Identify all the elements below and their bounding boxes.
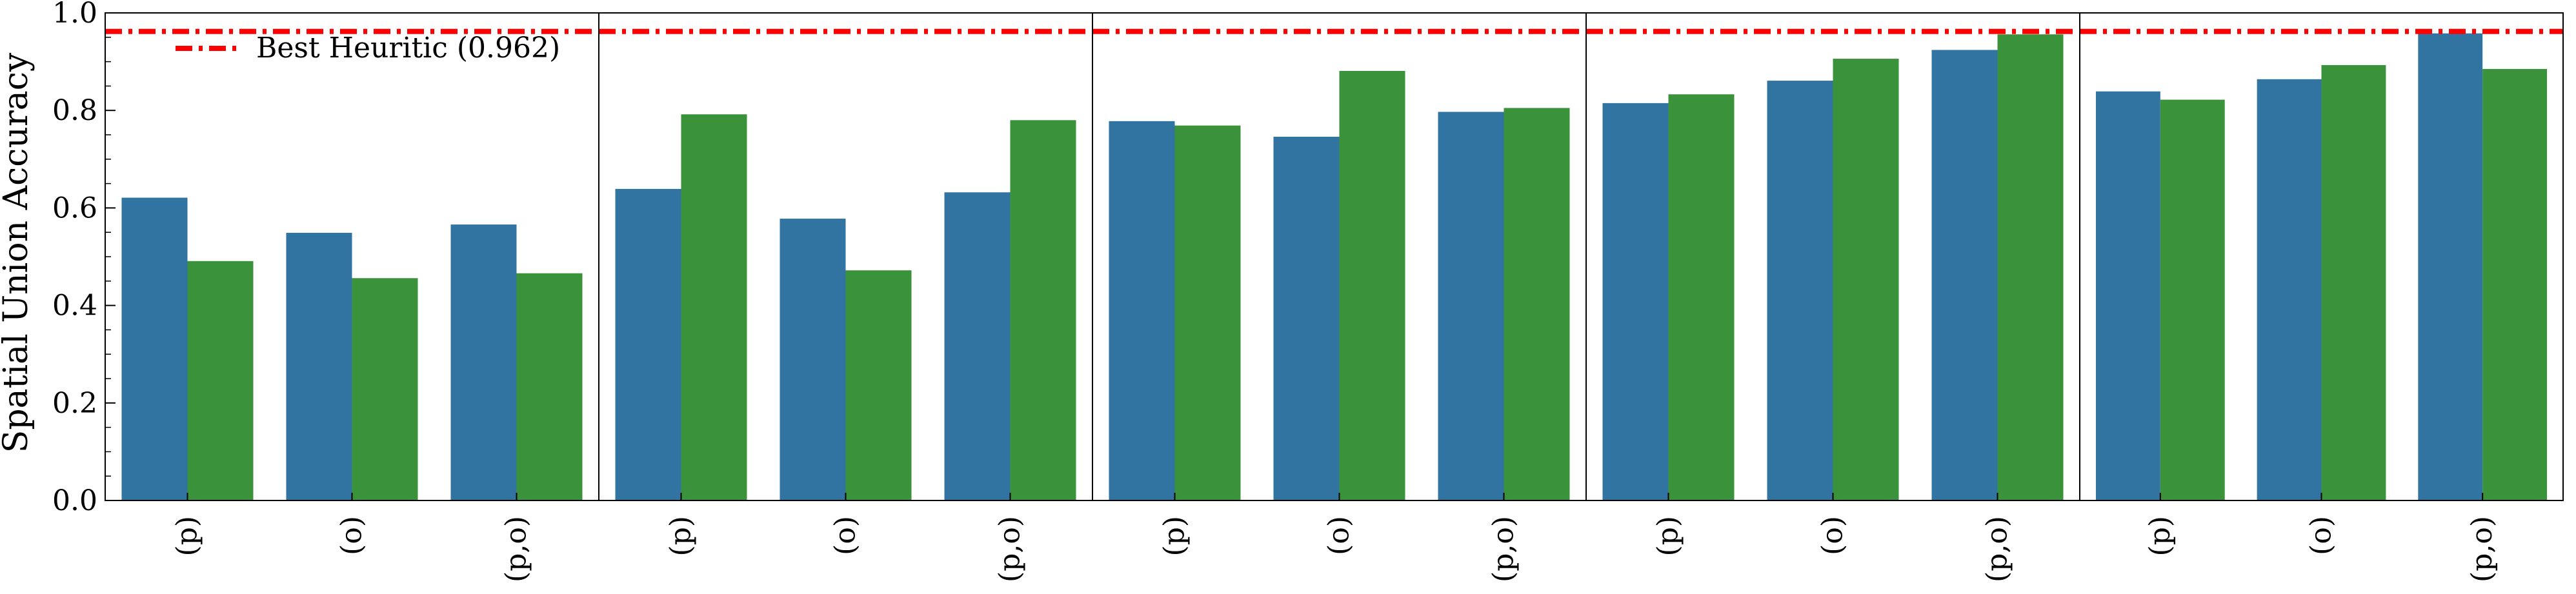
bar-panel3-po-s1 (1438, 112, 1504, 500)
bar-panel1-po-s1 (450, 224, 517, 500)
bar-panel2-po-s2 (1010, 120, 1076, 500)
x-tick-label: (p) (1652, 516, 1685, 557)
x-tick-label: (p) (665, 516, 698, 557)
bar-panel5-p-s2 (2160, 99, 2225, 500)
panel-4: (p) (o) (p,o) (1585, 12, 2080, 582)
x-tick-label: (p,o) (1981, 516, 2014, 582)
bar-panel2-p-s2 (681, 114, 747, 501)
bar-panel5-po-s2 (2482, 68, 2548, 500)
panel-2: (p) (o) (p,o) (598, 12, 1093, 582)
bar-panel1-p-s2 (187, 261, 254, 500)
panel-5: (p) (o) (p,o) (2079, 12, 2564, 582)
legend: Best Heuritic (0.962) (176, 32, 560, 64)
y-tick-label: 1.0 (52, 0, 97, 30)
panel-3: (p) (o) (p,o) (1092, 12, 1587, 582)
x-tick-label: (o) (336, 516, 368, 555)
y-tick-label: 0.2 (52, 387, 97, 420)
bar-panel4-o-s1 (1767, 81, 1833, 501)
bar-panel5-p-s1 (2095, 91, 2160, 500)
x-tick-label: (p,o) (500, 516, 533, 582)
bar-panel3-po-s2 (1504, 108, 1570, 501)
x-tick-label: (o) (829, 516, 862, 555)
x-tick-label: (o) (1323, 516, 1356, 555)
y-tick-label: 0.0 (52, 484, 97, 517)
bar-panel3-p-s2 (1174, 125, 1241, 501)
x-tick-label: (o) (2305, 516, 2338, 555)
panel-1: (p) (o) (p,o) (105, 12, 599, 582)
bar-panel2-o-s2 (845, 270, 912, 500)
bar-panel4-p-s2 (1668, 94, 1735, 500)
bar-panel5-o-s2 (2321, 64, 2386, 501)
y-tick-label: 0.6 (52, 192, 97, 224)
bar-panel3-o-s2 (1339, 70, 1405, 501)
bar-panel2-o-s1 (780, 219, 846, 500)
bar-panel5-po-s1 (2418, 33, 2483, 500)
x-tick-label: (p) (171, 516, 204, 557)
bar-panel1-o-s1 (286, 232, 352, 500)
x-tick-label: (p) (1158, 516, 1191, 557)
bar-panel2-po-s1 (944, 192, 1011, 500)
bar-panel2-p-s1 (615, 188, 681, 500)
panel-frame (2079, 12, 2564, 501)
bar-panel4-p-s1 (1602, 103, 1669, 501)
x-tick-label: (p,o) (2466, 516, 2499, 582)
bar-panel1-p-s1 (121, 197, 188, 500)
bar-panel3-o-s1 (1273, 137, 1340, 501)
bar-panel5-o-s1 (2257, 79, 2322, 501)
y-tick-label: 0.4 (52, 290, 97, 322)
bar-panel1-po-s2 (516, 273, 583, 500)
bar-panel4-po-s2 (1997, 34, 2064, 501)
y-axis-label: Spatial Union Accuracy (0, 52, 35, 453)
x-tick-label: (p) (2144, 516, 2177, 557)
legend-label: Best Heuritic (0.962) (256, 32, 560, 64)
x-tick-label: (o) (1816, 516, 1849, 555)
x-tick-label: (p,o) (1487, 516, 1520, 582)
bar-panel4-o-s2 (1833, 59, 1899, 500)
y-tick-label: 0.8 (52, 94, 97, 127)
bar-panel4-po-s1 (1931, 50, 1998, 501)
bar-panel1-o-s2 (352, 278, 418, 500)
bar-panel3-p-s1 (1109, 121, 1175, 500)
x-tick-label: (p,o) (994, 516, 1027, 582)
